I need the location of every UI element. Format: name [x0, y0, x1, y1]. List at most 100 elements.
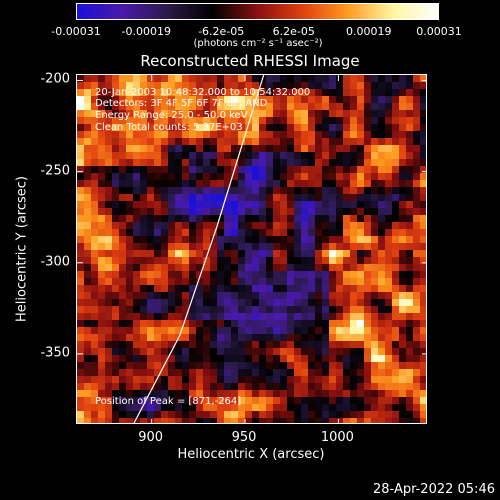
- heatmap-cell: [98, 299, 106, 307]
- heatmap-cell: [105, 271, 113, 279]
- heatmap-cell: [259, 313, 267, 321]
- heatmap-cell: [392, 299, 400, 307]
- heatmap-cell: [245, 208, 253, 216]
- heatmap-cell: [154, 138, 162, 146]
- heatmap-cell: [378, 313, 386, 321]
- heatmap-cell: [140, 411, 148, 419]
- heatmap-cell: [245, 173, 253, 181]
- heatmap-cell: [371, 222, 379, 230]
- heatmap-cell: [385, 243, 393, 251]
- heatmap-cell: [126, 187, 134, 195]
- heatmap-cell: [105, 215, 113, 223]
- heatmap-cell: [392, 390, 400, 398]
- heatmap-cell: [259, 257, 267, 265]
- heatmap-cell: [420, 208, 426, 216]
- heatmap-cell: [147, 327, 155, 335]
- heatmap-cell: [364, 103, 372, 111]
- heatmap-cell: [105, 285, 113, 293]
- heatmap-cell: [217, 334, 225, 342]
- heatmap-cell: [91, 348, 99, 356]
- heatmap-cell: [336, 166, 344, 174]
- date-stamp: 28-Apr-2022 05:46: [373, 482, 495, 497]
- heatmap-cell: [273, 264, 281, 272]
- heatmap-cell: [245, 152, 253, 160]
- heatmap-cell: [315, 404, 323, 412]
- heatmap-cell: [357, 341, 365, 349]
- heatmap-cell: [301, 166, 309, 174]
- heatmap-cell: [266, 299, 274, 307]
- heatmap-cell: [196, 152, 204, 160]
- heatmap-cell: [154, 89, 162, 97]
- heatmap-cell: [350, 159, 358, 167]
- heatmap-cell: [196, 397, 204, 405]
- heatmap-cell: [112, 117, 120, 125]
- heatmap-cell: [175, 173, 183, 181]
- heatmap-cell: [364, 271, 372, 279]
- heatmap-cell: [84, 334, 92, 342]
- heatmap-cell: [266, 257, 274, 265]
- heatmap-cell: [161, 292, 169, 300]
- heatmap-cell: [84, 348, 92, 356]
- heatmap-cell: [399, 411, 407, 419]
- heatmap-cell: [252, 236, 260, 244]
- heatmap-cell: [406, 257, 414, 265]
- heatmap-cell: [133, 229, 141, 237]
- heatmap-cell: [385, 96, 393, 104]
- heatmap-cell: [105, 313, 113, 321]
- heatmap-cell: [98, 222, 106, 230]
- heatmap-cell: [98, 306, 106, 314]
- heatmap-cell: [308, 187, 316, 195]
- heatmap-cell: [175, 201, 183, 209]
- heatmap-cell: [322, 138, 330, 146]
- heatmap-cell: [119, 355, 127, 363]
- heatmap-cell: [259, 285, 267, 293]
- heatmap-cell: [140, 173, 148, 181]
- heatmap-cell: [420, 278, 426, 286]
- heatmap-cell: [126, 257, 134, 265]
- heatmap-cell: [161, 215, 169, 223]
- heatmap-cell: [259, 404, 267, 412]
- heatmap-cell: [112, 89, 120, 97]
- heatmap-cell: [287, 264, 295, 272]
- heatmap-cell: [308, 327, 316, 335]
- heatmap-cell: [154, 411, 162, 419]
- heatmap-cell: [301, 397, 309, 405]
- heatmap-cell: [252, 383, 260, 391]
- heatmap-cell: [182, 257, 190, 265]
- heatmap-cell: [217, 75, 225, 83]
- heatmap-cell: [217, 166, 225, 174]
- heatmap-cell: [392, 362, 400, 370]
- heatmap-cell: [126, 383, 134, 391]
- heatmap-cell: [189, 411, 197, 419]
- heatmap-cell: [175, 82, 183, 90]
- heatmap-cell: [399, 110, 407, 118]
- heatmap-cell: [161, 334, 169, 342]
- heatmap-cell: [301, 334, 309, 342]
- heatmap-cell: [357, 383, 365, 391]
- heatmap-cell: [210, 208, 218, 216]
- heatmap-cell: [350, 299, 358, 307]
- heatmap-cell: [287, 201, 295, 209]
- heatmap-cell: [315, 390, 323, 398]
- heatmap-cell: [238, 285, 246, 293]
- heatmap-cell: [189, 187, 197, 195]
- heatmap-cell: [210, 103, 218, 111]
- heatmap-cell: [231, 320, 239, 328]
- heatmap-cell: [259, 341, 267, 349]
- heatmap-cell: [238, 152, 246, 160]
- heatmap-cell: [266, 327, 274, 335]
- heatmap-cell: [147, 138, 155, 146]
- heatmap-cell: [406, 96, 414, 104]
- heatmap-cell: [133, 236, 141, 244]
- heatmap-cell: [168, 173, 176, 181]
- heatmap-cell: [119, 96, 127, 104]
- heatmap-cell: [203, 187, 211, 195]
- heatmap-cell: [210, 124, 218, 132]
- heatmap-cell: [224, 369, 232, 377]
- heatmap-cell: [238, 404, 246, 412]
- heatmap-cell: [364, 194, 372, 202]
- heatmap-cell: [322, 334, 330, 342]
- heatmap-cell: [196, 180, 204, 188]
- heatmap-cell: [301, 124, 309, 132]
- heatmap-cell: [161, 320, 169, 328]
